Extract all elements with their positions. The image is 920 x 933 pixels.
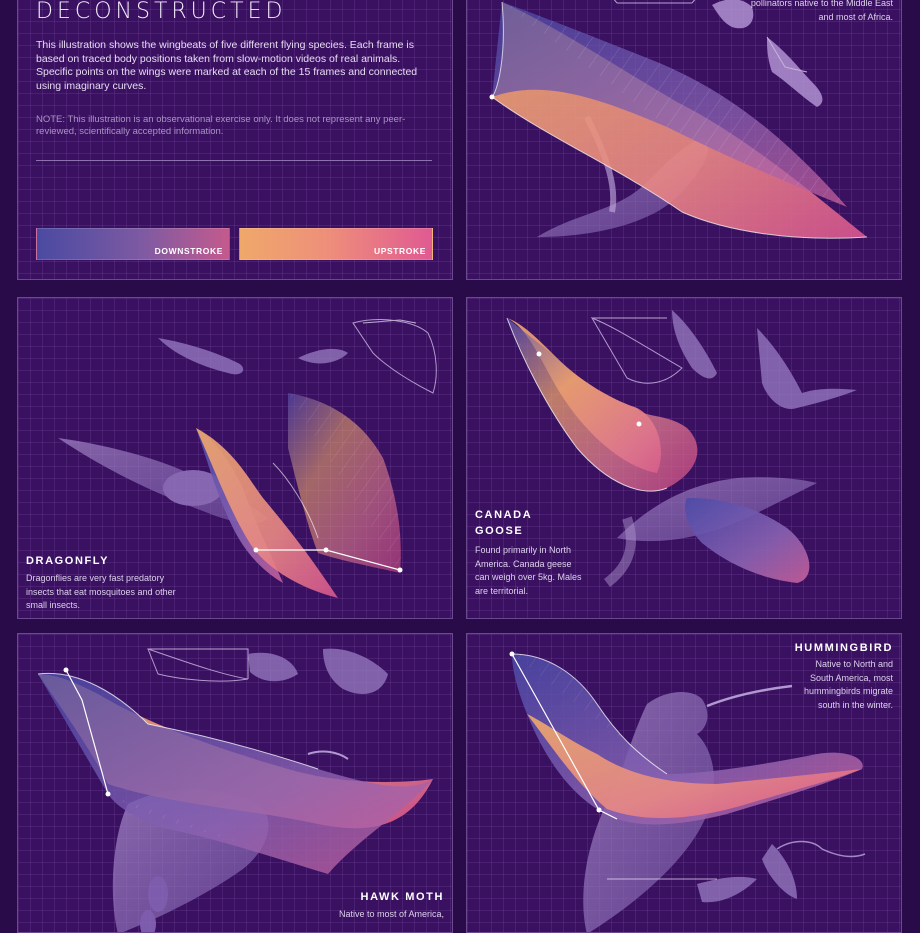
intro-panel: DECONSTRUCTED This illustration shows th… (17, 0, 453, 280)
goose-wing-blend-surface (507, 318, 698, 492)
divider (36, 160, 432, 161)
hawk-moth-panel: HAWK MOTH Native to most of America, (17, 633, 453, 933)
hummingbird-small-silhouettes (607, 840, 866, 903)
dragonfly-body-silhouette (58, 438, 268, 524)
canada-goose-title-line2: GOOSE (475, 525, 524, 537)
bat-small-silhouettes (613, 0, 823, 107)
dragonfly-panel: DRAGONFLY Dragonflies are very fast pred… (17, 297, 453, 619)
dragonfly-description: Dragonflies are very fast predatory inse… (26, 573, 176, 610)
page-title: DECONSTRUCTED (36, 0, 287, 24)
hawk-moth-small-silhouettes (147, 648, 388, 694)
legend-downstroke: DOWNSTROKE (36, 228, 230, 260)
intro-note: NOTE: This illustration is an observatio… (36, 114, 406, 137)
canada-goose-wingbeat-illustration (506, 310, 857, 587)
legend-upstroke: UPSTROKE (239, 228, 433, 260)
canada-goose-title-line1: CANADA (475, 509, 533, 521)
canada-goose-description: Found primarily in North America. Canada… (475, 545, 582, 596)
hawk-moth-wing-downstroke-surface (38, 673, 433, 874)
intro-description: This illustration shows the wingbeats of… (36, 39, 418, 92)
canada-goose-panel: CANADA GOOSE Found primarily in North Am… (466, 297, 902, 619)
dragonfly-title: DRAGONFLY (26, 555, 110, 567)
hawk-moth-wingbeat-illustration (37, 648, 433, 932)
legend-upstroke-label: UPSTROKE (373, 246, 426, 256)
goose-wing-downstroke-surface (685, 498, 810, 583)
hawk-moth-description: Native to most of America, (338, 909, 444, 919)
bat-wingbeat-illustration (489, 0, 868, 239)
bat-description: pollinators native to the Middle East an… (750, 0, 893, 22)
dragonfly-small-silhouettes (158, 319, 437, 394)
goose-small-silhouettes (590, 310, 857, 409)
hummingbird-panel: HUMMINGBIRD Native to North and South Am… (466, 633, 902, 933)
hummingbird-description: Native to North and South America, most … (803, 659, 893, 710)
bat-panel: pollinators native to the Middle East an… (466, 0, 902, 280)
dragonfly-wing-upstroke-surface (196, 428, 338, 598)
hummingbird-title: HUMMINGBIRD (794, 642, 893, 654)
hummingbird-wingbeat-illustration (509, 651, 866, 932)
hawk-moth-title: HAWK MOTH (360, 891, 444, 903)
legend-downstroke-label: DOWNSTROKE (154, 246, 223, 256)
dragonfly-wingbeat-illustration (58, 319, 437, 598)
hummingbird-wing-upstroke-surface (527, 714, 862, 819)
